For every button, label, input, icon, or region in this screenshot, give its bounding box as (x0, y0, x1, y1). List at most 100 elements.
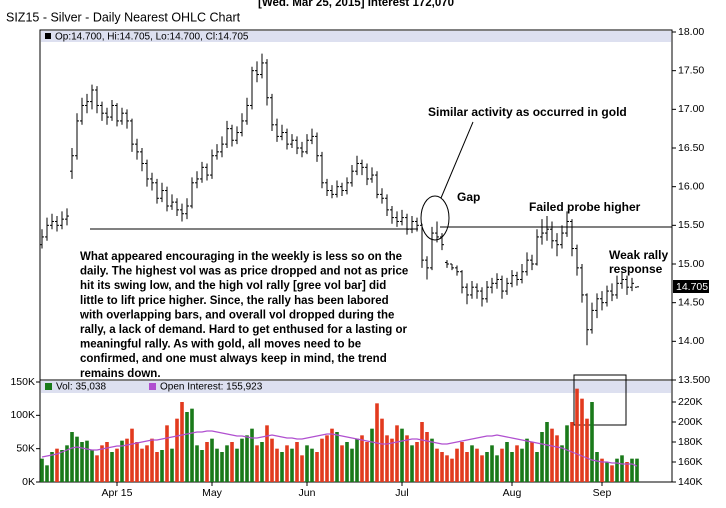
volume-bar (175, 418, 179, 482)
volume-bar (330, 428, 334, 482)
x-tick-label: Sep (593, 487, 612, 499)
y2-tick-label: 200K (678, 416, 703, 428)
volume-bar (65, 445, 69, 482)
volume-bar (575, 388, 579, 482)
volume-bar (40, 458, 44, 482)
annotation: Gap (457, 190, 480, 204)
volume-bar (610, 465, 614, 482)
volume-bar (535, 452, 539, 482)
volume-bar (430, 438, 434, 482)
volume-bar (510, 452, 514, 482)
volume-bar (635, 458, 639, 482)
volume-bar (55, 448, 59, 482)
annotation: Similar activity as occurred in gold (428, 105, 627, 119)
y-tick-label: 17.50 (678, 64, 704, 76)
volume-bar (325, 435, 329, 482)
volume-bar (45, 465, 49, 482)
legend-label: Vol: 35,038 (56, 382, 106, 393)
x-tick-label: Aug (503, 487, 522, 499)
price-panel (39, 29, 673, 381)
info-text: Op:14.700, Hi:14.705, Lo:14.700, Cl:14.7… (55, 32, 249, 43)
volume-bar (205, 442, 209, 482)
volume-bar (615, 458, 619, 482)
commentary-line: confirmed, and one must always keep in m… (80, 353, 387, 365)
volume-bar (470, 445, 474, 482)
volume-bar (80, 442, 84, 482)
volume-bar (135, 442, 139, 482)
volume-bar (395, 425, 399, 482)
volume-bar (290, 448, 294, 482)
volume-bar (235, 448, 239, 482)
x-tick-label: Jun (299, 487, 316, 499)
volume-bar (540, 432, 544, 482)
volume-bar (345, 442, 349, 482)
y-tick-label: 13.500 (678, 374, 710, 386)
volume-bar (300, 455, 304, 482)
volume-bar (400, 428, 404, 482)
volume-bar (550, 428, 554, 482)
commentary-line: with overlapping bars, and overall vol d… (79, 309, 394, 321)
volume-bar (580, 398, 584, 482)
plot-marks: 18.00 17.50 17.00 16.50 16.00 15.50 15.00 14.50… (10, 26, 710, 499)
volume-bar (585, 418, 589, 482)
volume-bar (95, 455, 99, 482)
volume-bar (295, 442, 299, 482)
y-tick-label: 15.00 (678, 258, 704, 270)
volume-bar (265, 425, 269, 482)
y2-tick-label: 180K (678, 436, 703, 448)
commentary-line: What appeared encouraging in the weekly … (80, 251, 402, 263)
commentary-line: daily. The highest vol was as price drop… (80, 266, 408, 278)
volume-bar (190, 408, 194, 482)
volume-bar (385, 435, 389, 482)
y-tick-label: 100K (10, 409, 35, 421)
volume-bar (115, 448, 119, 482)
volume-bar (105, 442, 109, 482)
volume-bar (280, 452, 284, 482)
volume-bar (125, 438, 129, 482)
legend-swatch (45, 383, 52, 390)
volume-bar (465, 452, 469, 482)
volume-bar (530, 442, 534, 482)
volume-bar (215, 448, 219, 482)
volume-bar (350, 448, 354, 482)
y-tick-label: 50K (16, 442, 35, 454)
volume-bar (520, 448, 524, 482)
volume-bar (285, 445, 289, 482)
volume-bar (195, 445, 199, 482)
volume-bar (310, 448, 314, 482)
volume-bar (370, 428, 374, 482)
volume-bar (600, 458, 604, 482)
volume-bar (250, 428, 254, 482)
volume-bar (495, 455, 499, 482)
volume-bar (270, 438, 274, 482)
volume-bar (130, 428, 134, 482)
volume-bar (75, 436, 79, 482)
volume-bar (85, 440, 89, 482)
callout-line (440, 121, 474, 199)
volume-bar (200, 450, 204, 482)
volume-bar (305, 445, 309, 482)
y2-tick-label: 160K (678, 456, 703, 468)
y-tick-label: 14.00 (678, 335, 704, 347)
volume-bar (165, 425, 169, 482)
y-tick-label: 17.00 (678, 103, 704, 115)
volume-bar (475, 448, 479, 482)
last-price: 14.705 (676, 281, 708, 293)
volume-bar (620, 455, 624, 482)
volume-bar (60, 450, 64, 482)
annotation: Weak rally (609, 248, 668, 262)
x-tick-label: Apr 15 (102, 487, 133, 499)
volume-legend-bar (41, 381, 671, 393)
volume-bar (180, 402, 184, 482)
volume-bar (445, 455, 449, 482)
volume-bar (625, 462, 629, 482)
volume-bar (590, 402, 594, 482)
volume-bar (480, 455, 484, 482)
gap-circle (420, 195, 450, 241)
volume-bar (260, 442, 264, 482)
volume-bar (50, 452, 54, 482)
commentary-line: hit its swing low, and the high vol rall… (80, 280, 386, 292)
volume-bar (500, 448, 504, 482)
annotation: response (609, 262, 663, 276)
